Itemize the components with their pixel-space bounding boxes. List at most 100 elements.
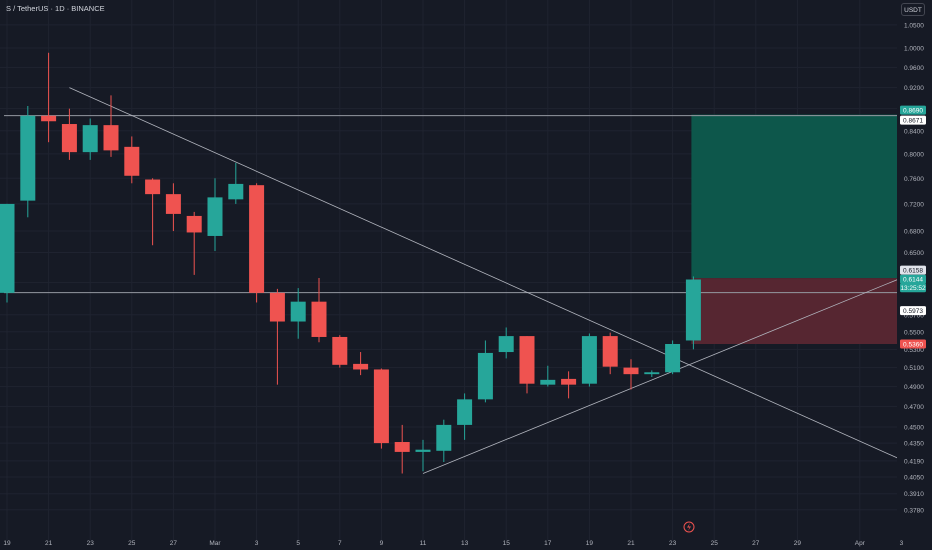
candle-body — [623, 367, 639, 375]
time-tick-label: 27 — [752, 540, 760, 547]
price-label-level: 0.8671 — [900, 115, 926, 125]
price-tick-label: 0.5500 — [904, 329, 924, 336]
candle-down — [249, 183, 265, 303]
candle-up — [228, 162, 244, 204]
candle-body — [103, 125, 119, 151]
time-tick-label: 21 — [627, 540, 635, 547]
candle-body — [228, 183, 244, 200]
candle-down — [561, 371, 577, 399]
candle-down — [61, 108, 77, 160]
time-tick-label: 25 — [711, 540, 719, 547]
candle-body — [61, 124, 77, 153]
price-label-text: 13:25:52 — [900, 285, 926, 292]
price-label-text: 0.8690 — [903, 108, 923, 115]
candle-body — [519, 336, 535, 384]
candle-body — [561, 378, 577, 385]
candle-body — [124, 146, 140, 176]
price-tick-label: 0.4900 — [904, 384, 924, 391]
candle-body — [498, 336, 514, 353]
profit-zone[interactable] — [691, 114, 897, 279]
candle-down — [124, 136, 140, 184]
price-label-text: 0.6158 — [903, 268, 923, 275]
candle-up — [457, 393, 473, 440]
trendline[interactable] — [69, 87, 902, 461]
candle-up — [290, 288, 306, 339]
price-tick-label: 0.4700 — [904, 404, 924, 411]
time-tick-label: 23 — [669, 540, 677, 547]
candle-up — [644, 370, 660, 377]
lightning-icon[interactable] — [683, 521, 695, 533]
candle-up — [436, 419, 452, 463]
candle-body — [290, 301, 306, 322]
position-zones[interactable] — [691, 114, 897, 344]
time-tick-label: 27 — [170, 540, 178, 547]
candle-body — [165, 194, 181, 214]
price-tick-label: 0.6500 — [904, 250, 924, 257]
price-labels: 0.86900.86710.61580.614413:25:520.59730.… — [900, 105, 926, 349]
time-tick-label: 19 — [586, 540, 594, 547]
price-tick-label: 0.7600 — [904, 176, 924, 183]
candle-down — [311, 277, 327, 343]
trendlines[interactable] — [69, 87, 902, 474]
price-tick-label: 0.4500 — [904, 425, 924, 432]
time-tick-label: 9 — [380, 540, 384, 547]
currency-button[interactable]: USDT — [901, 3, 925, 16]
horizontal-levels[interactable] — [4, 115, 897, 294]
candle-body — [665, 343, 681, 373]
price-label-stop: 0.5360 — [900, 339, 926, 349]
price-tick-label: 0.4190 — [904, 458, 924, 465]
time-tick-label: 5 — [296, 540, 300, 547]
price-tick-label: 0.8400 — [904, 128, 924, 135]
price-label-bg — [900, 306, 926, 316]
candle-body — [311, 301, 327, 337]
candle-body — [145, 179, 161, 195]
time-tick-label: Apr — [855, 540, 866, 547]
price-label-bg — [900, 283, 926, 293]
price-label-text: 0.6144 — [903, 277, 923, 284]
candle-up — [581, 333, 597, 387]
price-label-bg — [900, 105, 926, 115]
time-tick-label: 3 — [255, 540, 259, 547]
candle-body — [477, 352, 493, 400]
price-label-bg — [900, 115, 926, 125]
price-tick-label: 0.9200 — [904, 85, 924, 92]
price-tick-label: 1.0500 — [904, 22, 924, 29]
price-label-text: 0.5973 — [903, 308, 923, 315]
time-tick-label: 11 — [420, 540, 427, 547]
time-axis[interactable]: 19 21 23 25 27 Mar 3 5 7 9 11 13 15 17 19 21 23 25 27 29 Apr… — [3, 540, 903, 547]
symbol-title: S / TetherUS · 1D · BINANCE — [6, 4, 105, 13]
candle-body — [373, 369, 389, 444]
candle-down — [519, 336, 535, 394]
candle-body — [685, 279, 701, 341]
price-tick-label: 0.5300 — [904, 347, 924, 354]
price-tick-label: 0.3910 — [904, 491, 924, 498]
candle-body — [457, 399, 473, 425]
time-tick-label: 25 — [128, 540, 136, 547]
price-label-text: 0.8671 — [903, 118, 923, 125]
time-tick-label: 19 — [3, 540, 11, 547]
time-tick-label: 7 — [338, 540, 342, 547]
candle-body — [82, 125, 98, 153]
price-tick-label: 0.9600 — [904, 65, 924, 72]
price-label-level: 0.5973 — [900, 306, 926, 316]
candle-body — [394, 442, 410, 452]
price-tick-label: 0.5700 — [904, 312, 924, 319]
candle-down — [373, 368, 389, 449]
candle-body — [602, 336, 618, 367]
time-tick-label: 21 — [45, 540, 53, 547]
candle-up — [415, 439, 431, 472]
price-label-last: 0.6144 — [900, 274, 926, 284]
loss-zone[interactable] — [691, 278, 897, 344]
trendline[interactable] — [422, 277, 902, 474]
price-tick-label: 0.6800 — [904, 229, 924, 236]
candle-down — [186, 211, 202, 275]
price-label-entry: 0.6158 — [900, 265, 926, 275]
candle-up — [498, 327, 514, 359]
price-label-text: 0.5360 — [903, 341, 923, 348]
candle-body — [415, 449, 431, 452]
price-tick-label: 0.4350 — [904, 441, 924, 448]
price-label-target: 0.8690 — [900, 105, 926, 115]
candlestick-series — [0, 52, 701, 474]
time-tick-label: 15 — [503, 540, 511, 547]
